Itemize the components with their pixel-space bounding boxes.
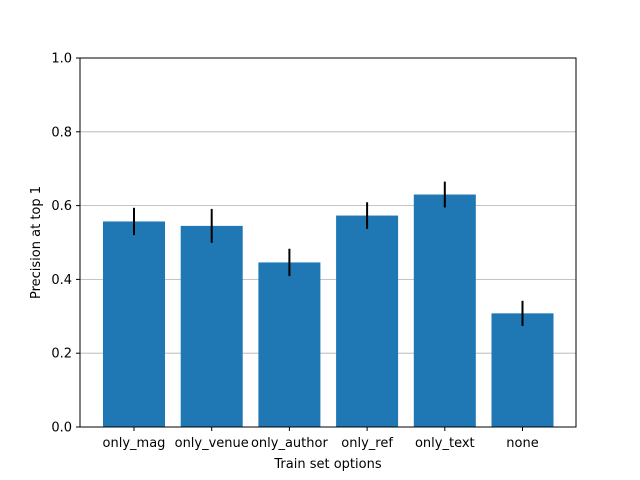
x-tick-label: only_author xyxy=(251,436,328,451)
x-axis-label: Train set options xyxy=(273,457,381,472)
x-tick-label: only_text xyxy=(415,436,475,451)
bar-none xyxy=(491,313,554,427)
y-tick-label: 1.0 xyxy=(51,52,72,67)
error-bars xyxy=(133,181,524,326)
y-tick-label: 0.0 xyxy=(51,421,72,436)
y-tick-label: 0.8 xyxy=(51,125,72,140)
x-tick-label: none xyxy=(506,436,538,451)
x-tick-label: only_mag xyxy=(103,436,166,451)
y-tick-label: 0.4 xyxy=(51,273,72,288)
x-tick-label: only_ref xyxy=(341,436,393,451)
bar-only_mag xyxy=(103,221,165,427)
bar-only_venue xyxy=(180,225,243,427)
bar-only_text xyxy=(413,194,476,427)
y-axis-ticks: 0.0 0.2 0.4 0.6 0.8 1.0 xyxy=(51,52,80,436)
plot-area-frame xyxy=(79,57,577,428)
bar-only_ref xyxy=(336,215,399,427)
bar-only_author xyxy=(258,262,321,427)
y-tick-label: 0.2 xyxy=(51,347,72,362)
y-tick-label: 0.6 xyxy=(51,199,72,214)
x-axis-ticks: only_mag only_venue only_author only_ref onl… xyxy=(103,427,539,451)
x-tick-label: only_venue xyxy=(175,436,249,451)
y-axis-label: Precision at top 1 xyxy=(29,186,44,299)
bars xyxy=(103,194,554,427)
